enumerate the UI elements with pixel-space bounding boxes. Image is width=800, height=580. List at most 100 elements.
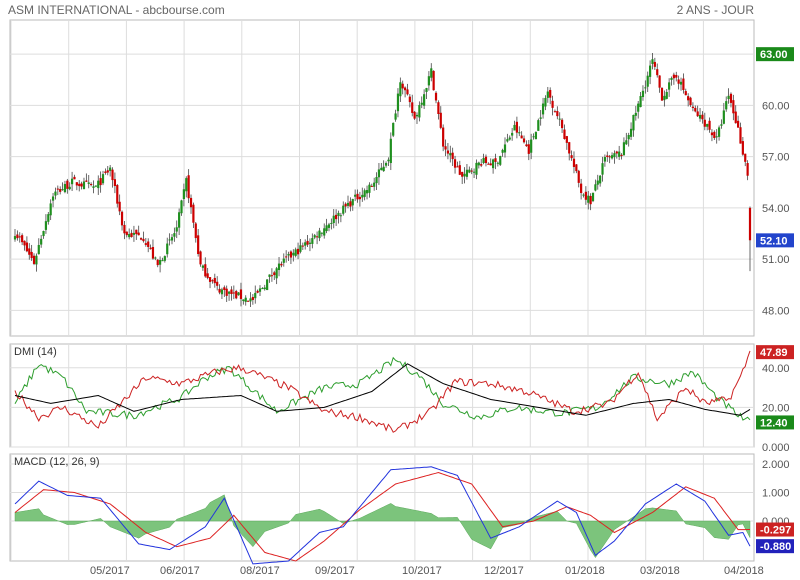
candle-body — [44, 221, 48, 230]
candle-body — [720, 124, 723, 126]
candle-body — [689, 97, 692, 106]
candle-body — [746, 163, 749, 176]
candle-body — [75, 182, 78, 186]
candle-body — [401, 83, 404, 89]
candle-body — [591, 192, 595, 202]
candle-body — [304, 242, 307, 246]
candle-body — [430, 68, 433, 78]
dmi-plus-badge: 12.40 — [760, 417, 788, 429]
candle-body — [446, 150, 450, 154]
candle-body — [251, 297, 254, 301]
candle-body — [351, 199, 354, 206]
candle-body — [335, 214, 338, 220]
y-tick-label: 60.00 — [762, 100, 790, 112]
candle-body — [235, 291, 238, 299]
candle-body — [534, 132, 538, 140]
candle-body — [118, 201, 121, 212]
dmi-panel: 40.00 20.00 0.000 DMI (14) — [9, 343, 790, 454]
candle-body — [237, 292, 240, 296]
candle-body — [258, 288, 262, 292]
candle-body — [377, 169, 381, 178]
candle-body — [156, 259, 159, 266]
candle-body — [572, 158, 576, 167]
candle-body — [384, 163, 388, 166]
candle-body — [627, 134, 630, 140]
candle-body — [113, 179, 117, 187]
candle-body — [180, 200, 183, 214]
x-tick-label: 06/2017 — [160, 565, 200, 577]
candle-body — [225, 288, 228, 296]
x-tick-label: 12/2017 — [484, 565, 524, 577]
candle-body — [725, 101, 728, 110]
candle-body — [584, 191, 587, 200]
candle-body — [185, 178, 188, 192]
candle-body — [227, 291, 231, 294]
candle-body — [63, 184, 67, 193]
candle-body — [565, 136, 568, 143]
candle-body — [315, 236, 319, 238]
candle-body — [748, 207, 752, 241]
candle-body — [439, 112, 442, 128]
price-frame — [9, 19, 755, 337]
candle-body — [663, 95, 666, 101]
x-tick-label: 05/2017 — [90, 565, 130, 577]
candle-body — [223, 287, 226, 290]
candle-body — [363, 190, 366, 197]
candle-body — [25, 242, 28, 252]
candle-body — [261, 288, 264, 290]
candle-body — [194, 223, 197, 239]
candle-body — [396, 93, 400, 112]
candle-body — [527, 144, 530, 154]
candle-body — [703, 119, 706, 127]
candle-body — [170, 237, 174, 241]
candle-body — [394, 113, 397, 120]
candle-body — [691, 106, 695, 108]
candle-body — [128, 234, 131, 238]
candle-body — [47, 214, 50, 222]
candle-body — [568, 142, 571, 154]
dmi-title: DMI (14) — [14, 346, 57, 358]
candle-body — [208, 277, 212, 282]
candle-body — [68, 186, 71, 190]
candle-body — [537, 120, 540, 131]
candle-body — [732, 100, 735, 114]
candle-body — [603, 157, 607, 162]
candle-body — [484, 156, 488, 164]
candle-body — [496, 162, 499, 164]
candle-body — [23, 240, 26, 246]
candle-body — [715, 136, 718, 138]
candle-body — [411, 102, 414, 113]
candle-body — [637, 103, 640, 112]
candle-body — [594, 184, 597, 191]
candle-body — [489, 163, 492, 166]
dmi-minus-badge: 47.89 — [760, 347, 788, 359]
candle-body — [94, 185, 97, 187]
candle-body — [713, 131, 716, 138]
candle-body — [358, 196, 362, 200]
candle-body — [558, 118, 561, 120]
candle-body — [408, 96, 411, 103]
candle-body — [85, 180, 88, 182]
y-tick-label: 20.00 — [762, 402, 790, 414]
candle-body — [182, 189, 185, 199]
candle-body — [541, 103, 545, 115]
candle-body — [658, 75, 661, 88]
candle-body — [204, 264, 207, 277]
candle-body — [387, 159, 390, 162]
y-tick-label: 40.00 — [762, 363, 790, 375]
candle-body — [729, 93, 733, 103]
candle-body — [244, 297, 247, 302]
candle-body — [216, 281, 219, 286]
candle-body — [289, 251, 293, 258]
candle-body — [641, 90, 645, 98]
candle-body — [546, 91, 549, 98]
candle-body — [646, 75, 649, 87]
candle-body — [299, 245, 302, 252]
candle-body — [370, 185, 373, 187]
candle-body — [634, 112, 637, 116]
candle-body — [687, 96, 690, 101]
candle-body — [187, 175, 190, 199]
candle-body — [292, 252, 295, 256]
candle-body — [342, 205, 345, 214]
